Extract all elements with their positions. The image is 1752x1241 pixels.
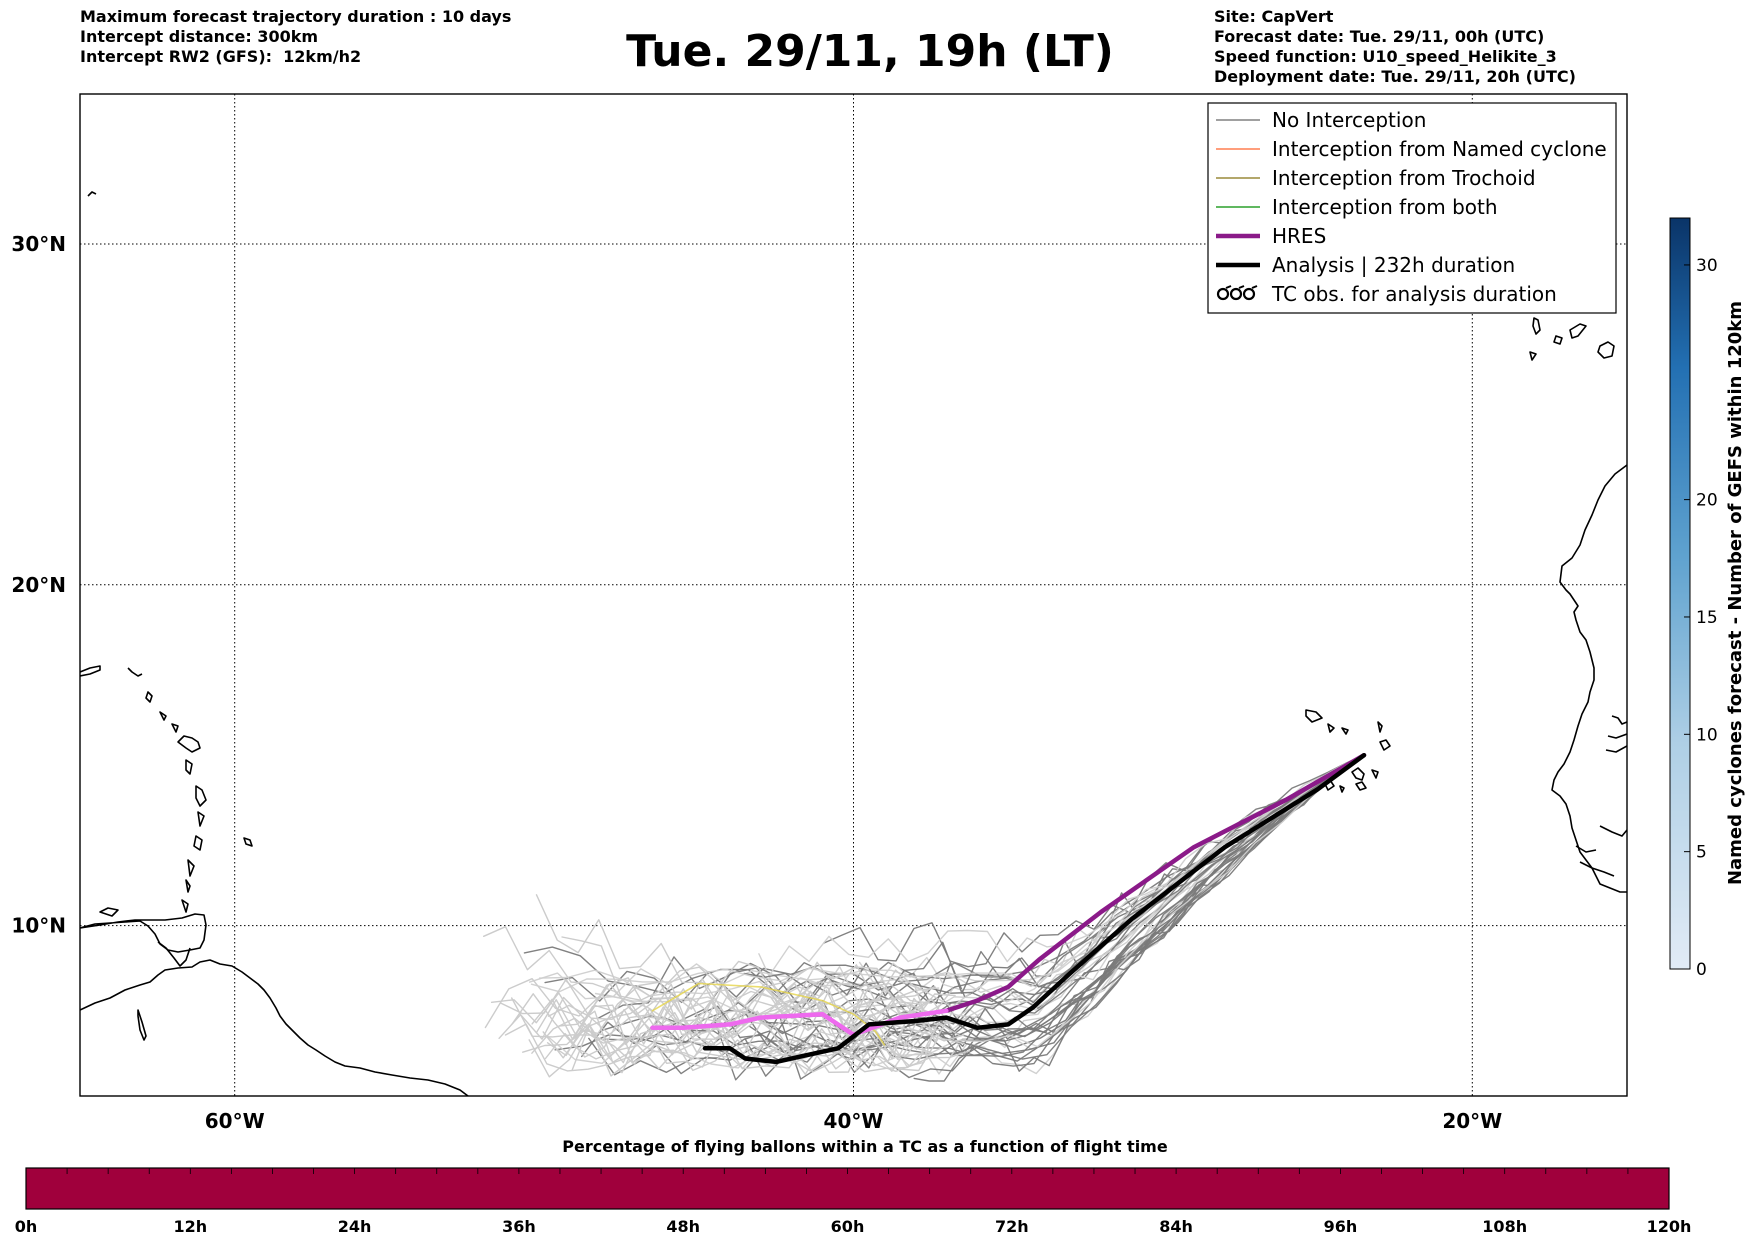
flight-time-tick-label: 48h (666, 1217, 700, 1236)
cyclone-symbol-icon-tail (1251, 285, 1258, 289)
longitude-label: 40°W (824, 1109, 884, 1133)
reference-trajectories (650, 752, 1367, 1065)
ensemble-trajectory (655, 754, 1365, 1075)
longitude-label: 60°W (205, 1109, 265, 1133)
legend: No Interception Interception from Named c… (1207, 102, 1617, 314)
colorbar-tick-label: 10 (1696, 725, 1718, 745)
ensemble-trajectory (803, 754, 1365, 1040)
forecast-date-text: Forecast date: Tue. 29/11, 00h (UTC) (1214, 27, 1545, 46)
ensemble-trajectory (529, 754, 1365, 1000)
ensemble-trajectory (500, 978, 937, 1075)
flight-time-tick-label: 36h (502, 1217, 536, 1236)
longitude-label: 20°W (1442, 1109, 1502, 1133)
ensemble-trajectory (558, 981, 919, 1068)
site-text: Site: CapVert (1214, 7, 1334, 26)
flight-time-tick-label: 84h (1159, 1217, 1193, 1236)
ensemble-trajectory (522, 983, 965, 1077)
ensemble-trajectory (504, 982, 919, 1072)
map-area (80, 94, 1627, 1096)
cyclone-symbol-icon-tail (1225, 285, 1232, 289)
cyclone-symbol-icon-tail (1238, 285, 1245, 289)
longitude-labels: 60°W 40°W 20°W (205, 1109, 1503, 1133)
ensemble-trajectory (603, 754, 1365, 1041)
hres-trajectory (944, 752, 1367, 1014)
flight-time-tick-label: 72h (995, 1217, 1029, 1236)
latitude-label: 10°N (11, 914, 66, 938)
ensemble-trajectory (528, 977, 932, 1078)
ensemble-trajectory (544, 982, 939, 1072)
legend-label: Interception from Named cyclone (1272, 137, 1607, 161)
ensemble-trajectory (531, 981, 961, 1072)
ensemble-trajectory (571, 981, 971, 1071)
flight-time-tick-label: 120h (1647, 1217, 1692, 1236)
page-title: Tue. 29/11, 19h (LT) (626, 26, 1114, 77)
legend-label: HRES (1272, 224, 1326, 248)
max-duration-text: Maximum forecast trajectory duration : 1… (80, 7, 512, 26)
site-info: Site: CapVert Forecast date: Tue. 29/11,… (1214, 7, 1576, 87)
ensemble-trajectory (724, 754, 1365, 1057)
deployment-date-text: Deployment date: Tue. 29/11, 20h (UTC) (1214, 67, 1576, 86)
ensemble-trajectory (768, 754, 1365, 977)
analysis-trajectory (702, 752, 1367, 1065)
coastlines (80, 191, 1627, 1096)
ensemble-trajectory (483, 926, 922, 1025)
flight-time-tick-label: 108h (1482, 1217, 1527, 1236)
ensemble-trajectory (530, 754, 1365, 993)
ensemble-trajectory (523, 754, 1365, 994)
trajectory-ensemble (483, 754, 1365, 1082)
latitude-label: 20°N (11, 573, 66, 597)
cyclone-count-colorbar: 0 5 10 15 20 30 Named cyclones forecast - Num… (1669, 217, 1746, 980)
flight-time-tick-label: 24h (338, 1217, 372, 1236)
flight-time-colorbar: Percentage of flying ballons within a TC… (15, 1137, 1692, 1236)
cyclone-symbol-icon (1216, 287, 1230, 301)
colorbar-tick-label: 20 (1696, 491, 1718, 511)
ensemble-trajectory (858, 754, 1365, 991)
flight-time-tick-label: 0h (15, 1217, 38, 1236)
cyclone-colorbar-gradient (1669, 217, 1691, 970)
ensemble-trajectory (484, 978, 954, 1070)
legend-label: Analysis | 232h duration (1272, 253, 1515, 277)
latitude-label: 30°N (11, 232, 66, 256)
trochoid-trajectory (651, 982, 886, 1046)
speed-function-text: Speed function: U10_speed_Helikite_3 (1214, 47, 1557, 66)
colorbar-tick-label: 0 (1696, 960, 1707, 980)
legend-label: Interception from both (1272, 195, 1498, 219)
ensemble-trajectory (538, 754, 1365, 1011)
intercept-rw2-text: Intercept RW2 (GFS): 12km/h2 (80, 47, 362, 66)
intercept-distance-text: Intercept distance: 300km (80, 27, 319, 46)
ensemble-trajectory (547, 754, 1365, 1069)
ensemble-trajectory (561, 936, 956, 1042)
cyclone-colorbar-label: Named cyclones forecast - Number of GEFS… (1725, 301, 1746, 885)
legend-label: TC obs. for analysis duration (1271, 282, 1557, 306)
ensemble-trajectory (594, 754, 1365, 1037)
map-frame (79, 93, 1628, 1097)
flight-time-tick-label: 60h (831, 1217, 865, 1236)
cyclone-symbol-icon (1229, 287, 1243, 301)
flight-time-tick-label: 96h (1324, 1217, 1358, 1236)
ensemble-trajectory (743, 754, 1365, 1004)
ensemble-trajectory (531, 986, 936, 1063)
flight-time-colorbar-bar (25, 1167, 1670, 1210)
cyclone-symbol-icon (1242, 287, 1256, 301)
latitude-labels: 10°N 20°N 30°N (11, 232, 66, 938)
ensemble-trajectory (544, 754, 1365, 1004)
ensemble-trajectory (554, 754, 1365, 1060)
colorbar-tick-label: 5 (1696, 843, 1707, 863)
flight-time-colorbar-title: Percentage of flying ballons within a TC… (562, 1137, 1168, 1156)
legend-label: Interception from Trochoid (1272, 166, 1536, 190)
colorbar-tick-label: 15 (1696, 608, 1718, 628)
flight-time-tick-label: 12h (173, 1217, 207, 1236)
legend-label: No Interception (1272, 108, 1426, 132)
forecast-parameters: Maximum forecast trajectory duration : 1… (80, 7, 511, 67)
colorbar-tick-label: 30 (1696, 256, 1718, 276)
legend-box (1207, 102, 1617, 314)
ensemble-trajectory (498, 977, 930, 1073)
